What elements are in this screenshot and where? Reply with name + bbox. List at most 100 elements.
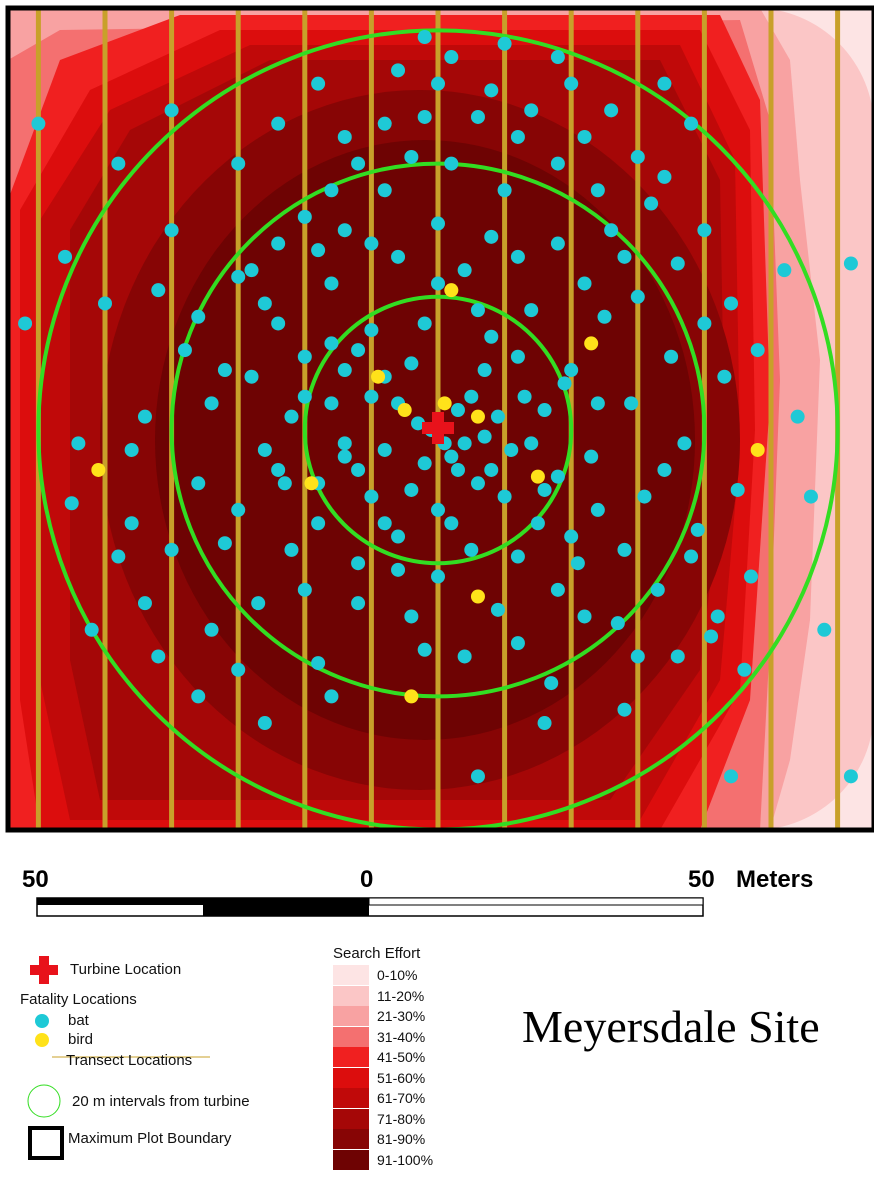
legend-bat-icon [35, 1014, 49, 1028]
bat-fatality-points [18, 30, 858, 784]
effort-label: 91-100% [377, 1151, 434, 1168]
bat-point [151, 649, 166, 664]
bat-point [630, 649, 645, 664]
bird-point [584, 336, 599, 351]
bat-point [444, 449, 459, 464]
bird-point [530, 469, 545, 484]
bat-point [524, 436, 539, 451]
bird-point [304, 476, 319, 491]
bat-point [577, 609, 592, 624]
bat-point [191, 309, 206, 324]
bat-point [284, 409, 299, 424]
bat-point [377, 442, 392, 457]
effort-label: 71-80% [377, 1110, 426, 1127]
bat-point [391, 529, 406, 544]
bat-point [391, 562, 406, 577]
bat-point [297, 349, 312, 364]
bat-point [277, 476, 292, 491]
bat-point [337, 363, 352, 378]
bat-point [411, 416, 426, 431]
bat-point [684, 549, 699, 564]
bat-point [570, 556, 585, 571]
bird-point [404, 689, 419, 704]
effort-swatch [333, 1149, 369, 1170]
bat-point [324, 276, 339, 291]
bat-point [377, 116, 392, 131]
bat-point [630, 149, 645, 164]
legend-symbols [27, 956, 210, 1160]
bat-point [617, 702, 632, 717]
bat-point [577, 129, 592, 144]
bat-point [497, 489, 512, 504]
bat-point [697, 316, 712, 331]
scale-label-left: 50 [22, 866, 49, 893]
bat-point [337, 223, 352, 238]
bat-point [590, 396, 605, 411]
legend-interval-label: 20 m intervals from turbine [72, 1093, 250, 1110]
bat-point [450, 462, 465, 477]
bat-point [417, 316, 432, 331]
effort-swatch [333, 1047, 369, 1067]
bat-point [470, 303, 485, 318]
legend-turbine-icon [30, 956, 58, 984]
search-effort-class: 11-20% [333, 985, 453, 1006]
bat-point [444, 516, 459, 531]
bat-point [650, 582, 665, 597]
search-effort-class: 71-80% [333, 1108, 453, 1129]
bat-point [537, 716, 552, 731]
bat-point [710, 609, 725, 624]
search-effort-class: 0-10% [333, 965, 453, 985]
bat-point [843, 256, 858, 271]
bat-point [490, 602, 505, 617]
bat-point [417, 30, 432, 45]
bat-point [550, 582, 565, 597]
bat-point [584, 449, 599, 464]
bat-point [31, 116, 46, 131]
bat-point [351, 596, 366, 611]
legend-boundary-label: Maximum Plot Boundary [68, 1130, 232, 1147]
bat-point [244, 369, 259, 384]
bat-point [251, 596, 266, 611]
bat-point [624, 396, 639, 411]
effort-swatch [333, 1088, 369, 1108]
turbine-location-marker [422, 412, 454, 444]
bat-point [484, 229, 499, 244]
bat-point [231, 662, 246, 677]
effort-label: 11-20% [377, 987, 425, 1004]
interval-ring [169, 161, 707, 699]
bat-point [204, 622, 219, 637]
bat-point [537, 482, 552, 497]
bat-point [604, 223, 619, 238]
bat-point [524, 303, 539, 318]
bat-point [311, 243, 326, 258]
legend-transect-label: Transect Locations [66, 1052, 193, 1069]
search-effort-class: 81-90% [333, 1129, 453, 1149]
bat-point [843, 769, 858, 784]
bat-point [704, 629, 719, 644]
bat-point [351, 343, 366, 358]
effort-label: 41-50% [377, 1049, 426, 1065]
bat-point [564, 529, 579, 544]
bat-point [604, 103, 619, 118]
bat-point [364, 236, 379, 251]
bird-point [470, 589, 485, 604]
bat-point [744, 569, 759, 584]
bat-point [311, 516, 326, 531]
search-effort-class: 51-60% [333, 1067, 453, 1088]
bat-point [297, 389, 312, 404]
bat-point [231, 502, 246, 517]
bat-point [517, 389, 532, 404]
bat-point [497, 36, 512, 51]
bat-point [577, 276, 592, 291]
bat-point [137, 409, 152, 424]
bat-point [98, 296, 112, 311]
scale-label-right: 50 [688, 866, 715, 893]
bat-point [391, 249, 406, 264]
bat-point [457, 263, 472, 278]
bat-point [510, 129, 525, 144]
bat-point [690, 522, 705, 537]
legend-fatality-header: Fatality Locations [20, 991, 137, 1008]
effort-label: 81-90% [377, 1131, 426, 1147]
bat-point [404, 482, 419, 497]
bat-point [417, 456, 432, 471]
